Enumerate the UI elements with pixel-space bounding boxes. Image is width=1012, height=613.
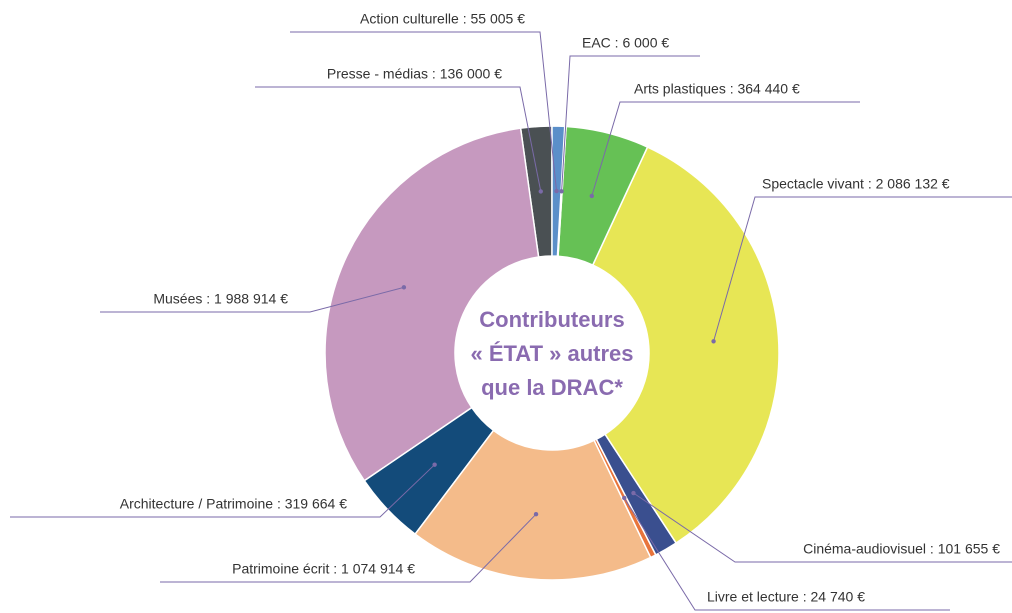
- leader-line: [255, 86, 542, 192]
- center-line: « ÉTAT » autres: [470, 341, 633, 366]
- slice-label: Musées : 1 988 914 €: [153, 291, 288, 307]
- leader-dot: [533, 512, 539, 517]
- leader-dot: [589, 193, 594, 199]
- slice-label: Architecture / Patrimoine : 319 664 €: [120, 496, 347, 512]
- leader-line: [160, 513, 537, 583]
- donut-slice: [557, 125, 649, 266]
- center-line: Contributeurs: [479, 307, 624, 332]
- leader-dot: [622, 495, 627, 501]
- leader-dot: [631, 490, 636, 496]
- slice-label: Arts plastiques : 364 440 €: [634, 81, 800, 97]
- leader-dot: [432, 462, 437, 467]
- leader-dot: [401, 285, 407, 290]
- slice-label: Livre et lecture : 24 740 €: [707, 589, 865, 605]
- leader-line: [561, 55, 700, 192]
- leader-line: [10, 464, 435, 518]
- donut-slice: [414, 429, 652, 581]
- leader-line: [633, 492, 1012, 563]
- slice-label: Spectacle vivant : 2 086 132 €: [762, 176, 950, 192]
- leader-dot: [554, 188, 559, 194]
- donut-slice: [324, 127, 540, 482]
- slice-label: EAC : 6 000 €: [582, 35, 669, 51]
- center-line: que la DRAC*: [481, 375, 623, 400]
- leader-line: [290, 31, 558, 192]
- leader-dot: [538, 189, 543, 194]
- donut-slice: [591, 146, 780, 545]
- leader-dot: [711, 339, 716, 344]
- slice-label: Cinéma-audiovisuel : 101 655 €: [803, 541, 1000, 557]
- leader-line: [623, 497, 950, 611]
- slice-label: Presse - médias : 136 000 €: [327, 66, 502, 82]
- leader-line: [713, 196, 1012, 342]
- slice-label: Patrimoine écrit : 1 074 914 €: [232, 561, 415, 577]
- leader-line: [591, 101, 860, 197]
- leader-dot: [559, 189, 564, 194]
- slice-label: Action culturelle : 55 005 €: [360, 11, 525, 27]
- leader-line: [100, 286, 405, 313]
